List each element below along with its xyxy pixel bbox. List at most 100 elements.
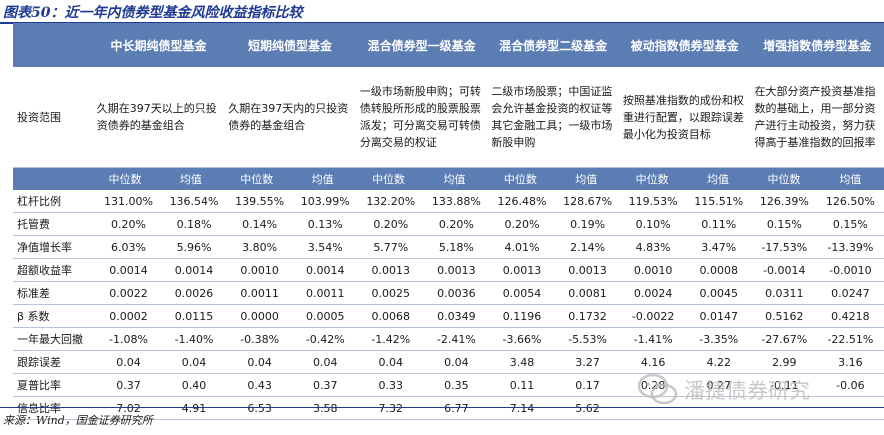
- mean-cell: -0.06: [836, 378, 865, 392]
- mean-cell: 0.35: [444, 378, 469, 392]
- watermark: 潘捷债券研究: [637, 370, 810, 410]
- mean-cell: 0.11%: [701, 217, 737, 231]
- median-cell: 0.04: [247, 355, 272, 369]
- scope-cell: 在大部分资产投资基准指数的基础上，用一部分资产进行主动投资，努力获得高于基准指数…: [754, 85, 876, 149]
- median-cell: 0.5162: [765, 309, 804, 323]
- table-row: 杠杆比例 131.00% 136.54% 139.55% 103.99% 132.20% 1…: [13, 190, 884, 213]
- source-note: 来源：Wind，国金证券研究所: [0, 407, 884, 435]
- median-cell: 6.03%: [110, 240, 146, 254]
- median-cell: 0.0014: [109, 263, 148, 277]
- mean-cell: -3.35%: [699, 332, 739, 346]
- header-fund-type: 混合债券型一级基金: [367, 38, 476, 53]
- scope-cell: 久期在397天以上的只投资债券的基金组合: [96, 102, 217, 132]
- median-cell: 0.0054: [502, 286, 542, 300]
- median-cell: 0.20%: [110, 217, 146, 231]
- median-cell: -3.66%: [502, 332, 542, 346]
- watermark-text: 潘捷债券研究: [684, 379, 810, 403]
- mean-cell: 0.0247: [831, 286, 870, 300]
- mean-cell: 0.15%: [832, 217, 868, 231]
- median-cell: 0.04: [116, 355, 141, 369]
- row-label: 一年最大回撤: [17, 333, 83, 346]
- mean-cell: 0.0013: [437, 263, 476, 277]
- mean-cell: 0.27: [706, 378, 731, 392]
- median-cell: 0.04: [378, 355, 404, 369]
- table-row: 净值增长率 6.03% 5.96% 3.80% 3.54% 5.77% 5.18% 4.01%…: [13, 236, 884, 259]
- mean-cell: 2.14%: [570, 240, 606, 254]
- scope-cell: 一级市场新股申购；可转债转股所形成的股票股票派发；可分离交易可转债分离交易的权证: [359, 85, 481, 149]
- median-cell: 0.43: [247, 378, 272, 392]
- median-cell: 132.20%: [366, 194, 416, 208]
- median-cell: 0.11: [509, 378, 535, 392]
- mean-cell: 0.04: [312, 355, 338, 369]
- table-row: 超额收益率 0.0014 0.0014 0.0010 0.0014 0.0013 0.001…: [13, 259, 884, 282]
- row-label: 投资范围: [17, 110, 61, 124]
- median-cell: 0.0000: [240, 309, 279, 323]
- scope-cell: 二级市场股票；中国证监会允许基金投资的权证等其它金融工具；一级市场新股申购: [491, 85, 613, 149]
- mean-cell: 0.17: [575, 378, 600, 392]
- median-cell: -1.08%: [108, 332, 148, 346]
- mean-cell: 103.99%: [300, 194, 350, 208]
- mean-cell: 0.0026: [174, 286, 214, 300]
- sub-header-median: 中位数: [767, 173, 801, 186]
- median-cell: 0.0068: [371, 309, 411, 323]
- scope-cell: 按照基准指数的成份和权重进行配置，以跟踪误差最小化为投资目标: [622, 93, 744, 141]
- median-cell: 0.0024: [633, 286, 673, 300]
- mean-cell: 0.18%: [176, 217, 212, 231]
- mean-cell: -2.41%: [436, 332, 476, 346]
- median-cell: -27.67%: [761, 332, 808, 346]
- mean-cell: -1.40%: [174, 332, 214, 346]
- table-row: β 系数 0.0002 0.0115 0.0000 0.0005 0.0068 0.0349…: [13, 305, 884, 328]
- sub-header-median: 中位数: [635, 173, 669, 186]
- row-label: 标准差: [17, 287, 50, 300]
- mean-cell: -5.53%: [568, 332, 608, 346]
- mean-cell: 0.0005: [305, 309, 345, 323]
- sub-header-mean: 均值: [179, 173, 202, 186]
- median-cell: -0.11: [770, 378, 799, 392]
- mean-cell: 0.13%: [307, 217, 343, 231]
- mean-cell: -22.51%: [827, 332, 874, 346]
- row-label: 净值增长率: [17, 241, 72, 254]
- header-fund-type: 短期纯债型基金: [248, 38, 333, 53]
- header-corner: [13, 23, 93, 67]
- median-cell: -1.41%: [633, 332, 673, 346]
- row-label: 夏普比率: [17, 379, 61, 392]
- median-cell: 0.0010: [240, 263, 279, 277]
- mean-cell: 5.62: [575, 401, 600, 415]
- mean-cell: 0.0014: [174, 263, 214, 277]
- mean-cell: 0.04: [444, 355, 469, 369]
- mean-cell: 0.40: [181, 378, 207, 392]
- mean-cell: 5.18%: [438, 240, 474, 254]
- median-cell: 5.77%: [373, 240, 409, 254]
- sub-header-mean: 均值: [443, 173, 466, 186]
- mean-cell: 3.16: [838, 355, 863, 369]
- mean-cell: 3.58: [312, 401, 338, 415]
- table-row: 跟踪误差 0.04 0.04 0.04 0.04 0.04 0.04 3.48 3.27 4.16…: [13, 351, 884, 374]
- median-cell: -0.0022: [631, 309, 675, 323]
- median-cell: 4.01%: [504, 240, 540, 254]
- sub-header-corner: [13, 168, 92, 190]
- median-cell: 4.83%: [635, 240, 671, 254]
- header-fund-type: 增强指数债券型基金: [763, 38, 872, 53]
- row-label: 超额收益率: [17, 264, 72, 277]
- mean-cell: 0.0147: [699, 309, 738, 323]
- scope-cell: 久期在397天内的只投资债券的基金组合: [228, 102, 349, 132]
- mean-cell: 3.47%: [701, 240, 737, 254]
- header-fund-type: 被动指数债券型基金: [630, 38, 739, 53]
- median-cell: 126.39%: [759, 194, 809, 208]
- row-label: 信息比率: [17, 402, 61, 415]
- row-label: 杠杆比例: [17, 195, 61, 208]
- median-cell: 0.14%: [242, 217, 278, 231]
- mean-cell: 0.0045: [699, 286, 738, 300]
- mean-cell: 0.0008: [699, 263, 738, 277]
- mean-cell: 0.0115: [174, 309, 214, 323]
- median-cell: 0.33: [378, 378, 404, 392]
- mean-cell: 0.0036: [437, 286, 476, 300]
- median-cell: 3.80%: [242, 240, 278, 254]
- mean-cell: -0.0010: [829, 263, 872, 277]
- mean-cell: 133.88%: [431, 194, 481, 208]
- median-cell: 0.20%: [373, 217, 409, 231]
- title-bar: 图表50：近一年内债券型基金风险收益指标比较: [0, 0, 884, 24]
- table-row: 一年最大回撤 -1.08% -1.40% -0.38% -0.42% -1.42% -2.4…: [13, 328, 884, 351]
- median-cell: 7.14: [509, 401, 535, 415]
- table-header-row: 中长期纯债型基金 短期纯债型基金 混合债券型一级基金 混合债券型二级基金 被动指…: [13, 23, 884, 67]
